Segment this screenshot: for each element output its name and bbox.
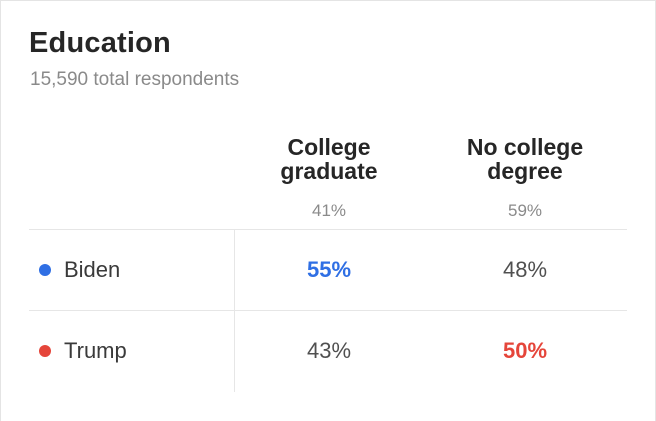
column-share: 41% xyxy=(311,201,347,220)
table-cell-trump-college: 43% xyxy=(306,338,352,363)
table-cell-biden-college: 55% xyxy=(306,257,352,282)
row-divider xyxy=(29,229,627,230)
respondent-count: 15,590 total respondents xyxy=(30,69,240,90)
column-divider xyxy=(234,230,235,392)
column-header-college-graduate: College graduate 41% xyxy=(229,135,429,221)
column-label: No college degree xyxy=(425,135,625,183)
trump-dot-icon xyxy=(39,345,51,357)
row-label-trump: Trump xyxy=(39,338,127,364)
column-header-no-college-degree: No college degree 59% xyxy=(425,135,625,221)
column-share: 59% xyxy=(507,201,543,220)
candidate-name: Trump xyxy=(64,338,127,363)
column-label-line1: No college xyxy=(466,134,584,160)
column-label-line2: graduate xyxy=(280,158,378,184)
column-label-line2: degree xyxy=(487,158,563,184)
column-label: College graduate xyxy=(229,135,429,183)
card-title: Education xyxy=(29,27,171,59)
table-cell-biden-no-college: 48% xyxy=(502,257,548,282)
biden-dot-icon xyxy=(39,264,51,276)
row-label-biden: Biden xyxy=(39,257,120,283)
column-label-line1: College xyxy=(287,134,371,160)
table-cell-trump-no-college: 50% xyxy=(502,338,548,363)
row-divider xyxy=(29,310,627,311)
candidate-name: Biden xyxy=(64,257,121,282)
